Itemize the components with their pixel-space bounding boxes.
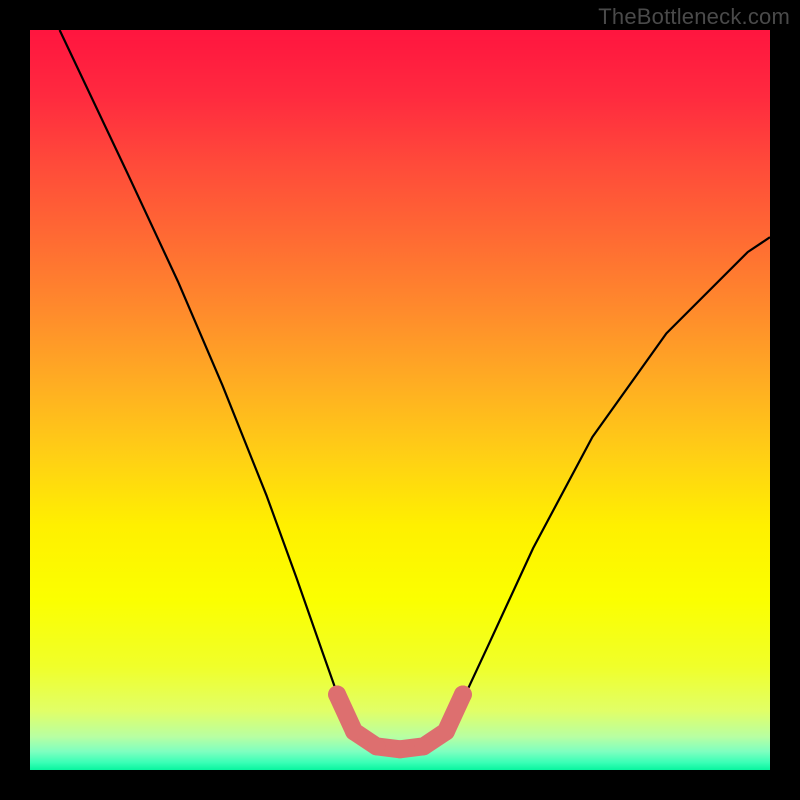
trough-marker-dot — [328, 686, 346, 704]
trough-marker-dot — [415, 737, 433, 755]
trough-marker-dot — [437, 723, 455, 741]
watermark-text: TheBottleneck.com — [598, 4, 790, 30]
chart-stage: TheBottleneck.com — [0, 0, 800, 800]
plot-background — [30, 30, 770, 770]
trough-marker-dot — [345, 723, 363, 741]
trough-marker-dot — [454, 686, 472, 704]
trough-marker-dot — [391, 740, 409, 758]
trough-marker-dot — [367, 737, 385, 755]
bottleneck-chart — [0, 0, 800, 800]
